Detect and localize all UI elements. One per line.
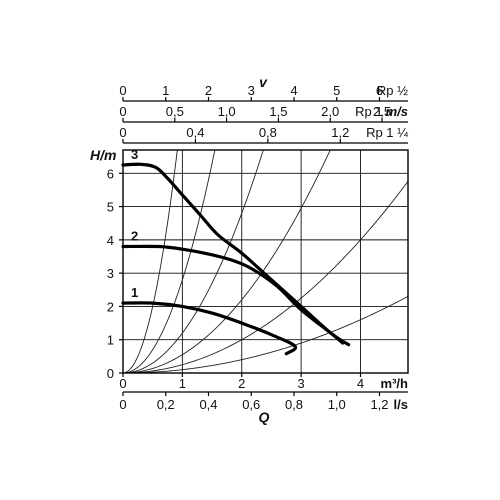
velocity-axis-title: v xyxy=(259,74,268,90)
ls-tick-label: 0 xyxy=(119,397,126,412)
system-curve xyxy=(123,150,216,373)
velocity-tick-label: 1 xyxy=(162,83,169,98)
x-axis-unit: m³/h xyxy=(381,376,409,391)
axes xyxy=(119,97,409,396)
grid-lines xyxy=(123,150,408,373)
y-tick-label: 5 xyxy=(107,200,114,215)
velocity-tick-label: 0,4 xyxy=(186,125,204,140)
velocity-tick-label: 1,2 xyxy=(331,125,349,140)
pump-curve-2 xyxy=(121,244,345,345)
velocity-tick-label: 3 xyxy=(248,83,255,98)
x-axis-title: Q xyxy=(259,409,270,425)
velocity-tick-label: 6 xyxy=(376,83,383,98)
velocity-scale-name: Rp 1 m/s xyxy=(355,104,408,119)
ls-tick-label: 0,8 xyxy=(285,397,303,412)
y-tick-label: 0 xyxy=(107,366,114,381)
pump-curve-label-3: 3 xyxy=(131,147,138,162)
velocity-scale-name: Rp ½ xyxy=(377,83,408,98)
y-tick-label: 6 xyxy=(107,166,114,181)
system-curve xyxy=(123,150,264,373)
velocity-tick-label: 0 xyxy=(119,125,126,140)
x-tick-label: 1 xyxy=(179,376,186,391)
velocity-scale-name: Rp 1 ¼ xyxy=(366,125,408,140)
ls-axis-unit: l/s xyxy=(394,397,408,412)
velocity-tick-label: 0,8 xyxy=(259,125,277,140)
velocity-tick-label: 2,0 xyxy=(321,104,339,119)
y-tick-label: 1 xyxy=(107,333,114,348)
system-curve xyxy=(123,181,408,373)
system-curve xyxy=(123,150,331,373)
y-tick-label: 2 xyxy=(107,299,114,314)
plot-frame xyxy=(122,149,409,374)
ls-tick-label: 1,0 xyxy=(328,397,346,412)
pump-curve-label-2: 2 xyxy=(131,229,138,244)
pump-curve-3 xyxy=(121,162,351,347)
pump-curves xyxy=(121,162,351,356)
velocity-tick-label: 2 xyxy=(205,83,212,98)
system-curve xyxy=(123,295,408,373)
velocity-tick-label: 1,5 xyxy=(269,104,287,119)
velocity-tick-label: 0 xyxy=(119,104,126,119)
x-tick-label: 2 xyxy=(238,376,245,391)
pump-curve-1 xyxy=(121,301,298,356)
y-axis-title: H/m xyxy=(90,147,116,163)
y-tick-label: 4 xyxy=(107,233,114,248)
velocity-tick-label: 5 xyxy=(333,83,340,98)
velocity-tick-label: 0 xyxy=(119,83,126,98)
ls-tick-label: 0,2 xyxy=(157,397,175,412)
ls-tick-label: 0,6 xyxy=(242,397,260,412)
velocity-tick-label: 1,0 xyxy=(218,104,236,119)
x-tick-label: 0 xyxy=(119,376,126,391)
velocity-tick-label: 4 xyxy=(290,83,297,98)
system-curve xyxy=(123,150,178,373)
ls-tick-label: 0,4 xyxy=(199,397,217,412)
y-tick-label: 3 xyxy=(107,266,114,281)
x-tick-label: 4 xyxy=(357,376,364,391)
velocity-tick-label: 0,5 xyxy=(166,104,184,119)
pump-curve-label-1: 1 xyxy=(131,285,138,300)
x-tick-label: 3 xyxy=(298,376,305,391)
system-curves xyxy=(123,150,408,373)
ls-tick-label: 1,2 xyxy=(370,397,388,412)
velocity-tick-label: 2,5 xyxy=(373,104,391,119)
